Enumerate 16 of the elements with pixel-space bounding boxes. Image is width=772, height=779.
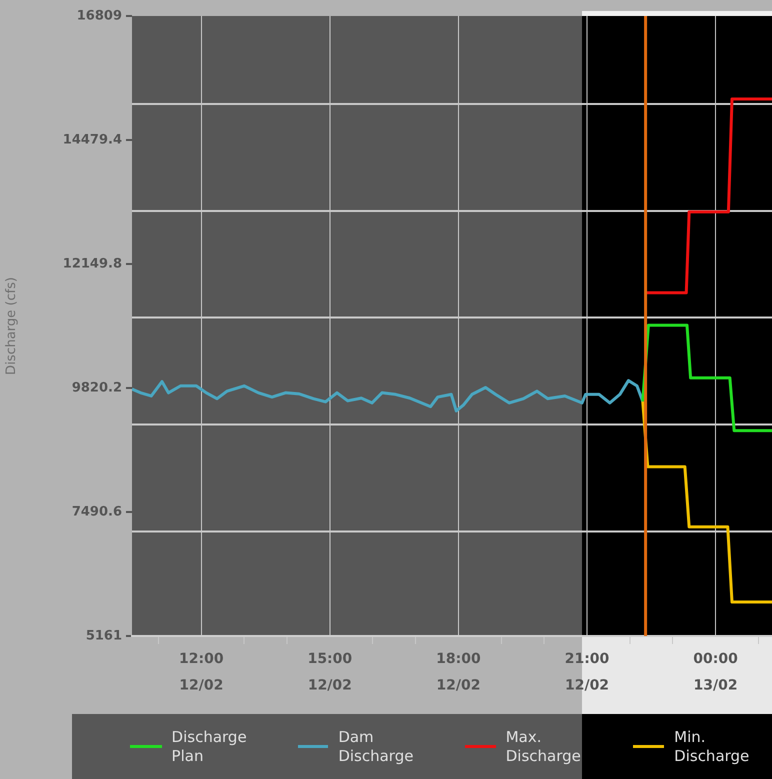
legend-label: Max. Discharge	[506, 728, 582, 766]
y-tick-label: 7490.6	[72, 504, 122, 520]
x-tick-label: 21:00 12/02	[564, 650, 610, 694]
x-tick-label: 00:00 13/02	[693, 650, 738, 694]
y-tick-label: 5161	[86, 628, 122, 644]
legend-label: Min. Discharge	[674, 728, 750, 766]
y-tick-label: 16809	[76, 8, 122, 24]
y-tick-label: 12149.8	[62, 256, 122, 272]
x-tick-label: 15:00 12/02	[308, 650, 352, 694]
x-tick-label: 18:00 12/02	[436, 650, 481, 694]
legend-label: Discharge Plan	[172, 728, 248, 766]
y-tick-label: 14479.4	[62, 132, 122, 148]
y-tick-label: 9820.2	[72, 380, 122, 396]
y-axis-title: Discharge (cfs)	[4, 277, 20, 375]
x-tick-label: 12:00 12/02	[178, 650, 224, 694]
legend-label: Dam Discharge	[338, 728, 414, 766]
